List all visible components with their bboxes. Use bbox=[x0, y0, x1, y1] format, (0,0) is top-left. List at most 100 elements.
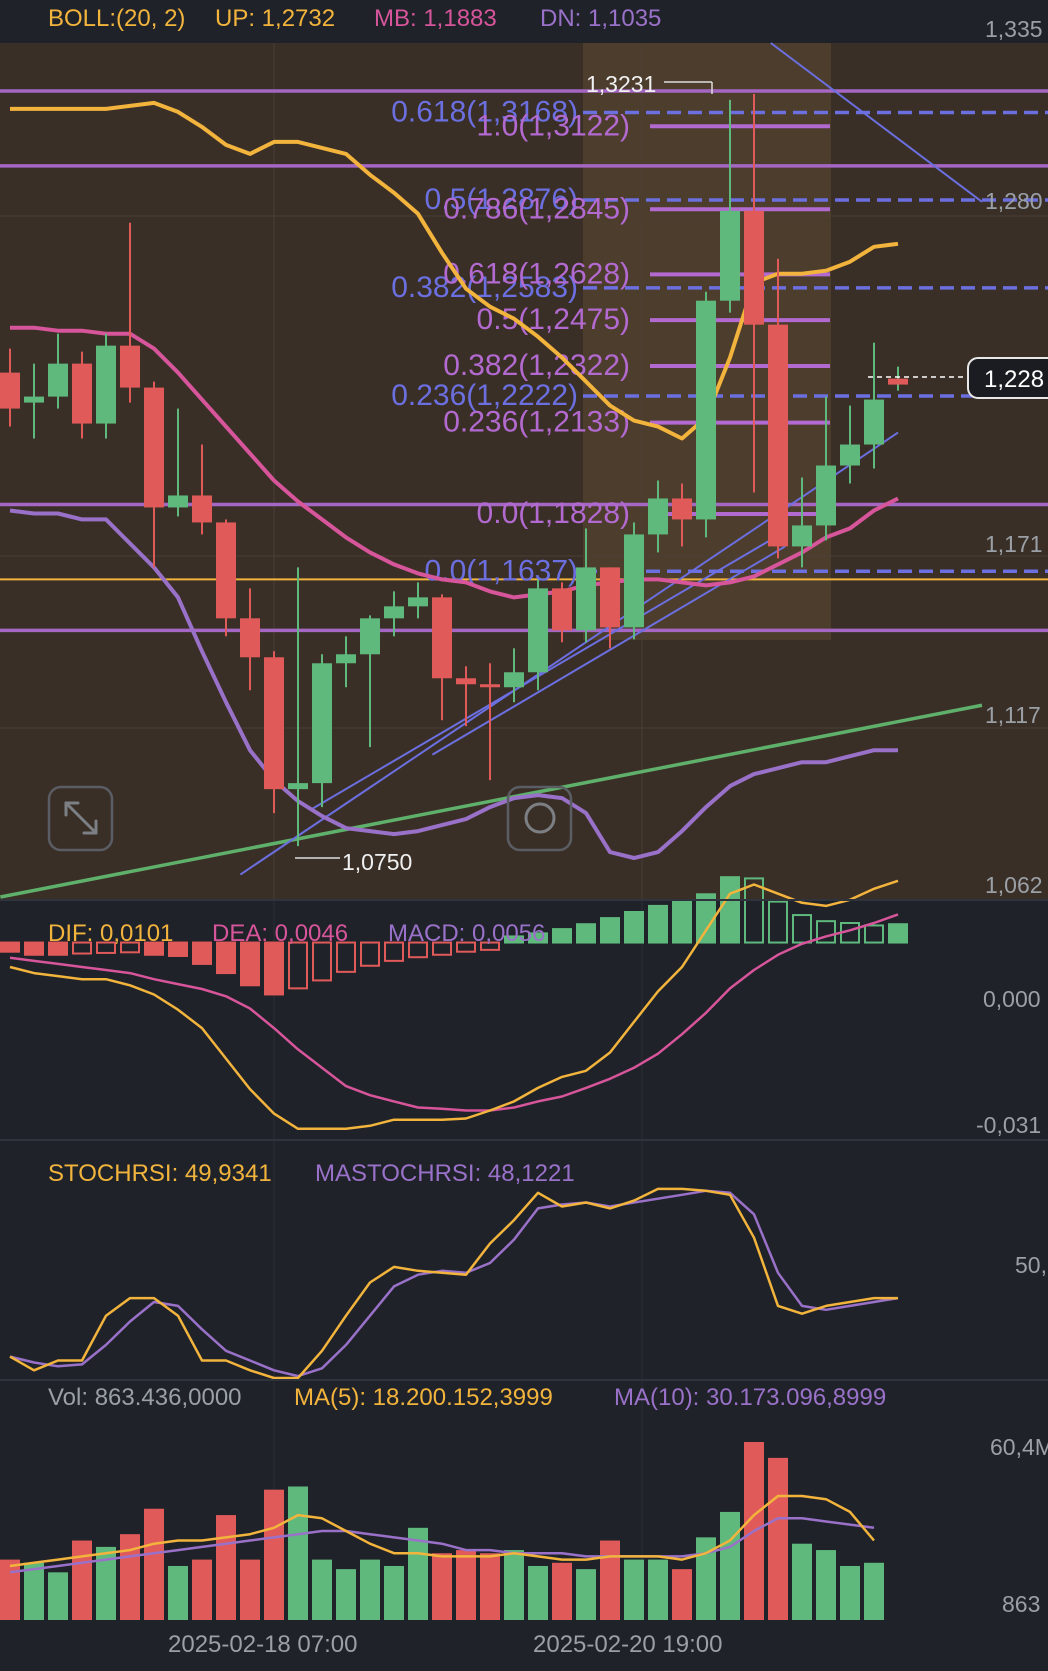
macd-histogram-bar bbox=[720, 876, 740, 944]
volume-bar bbox=[552, 1562, 572, 1620]
macd-histogram-bar bbox=[864, 924, 884, 944]
volume-bar bbox=[624, 1559, 644, 1620]
boll-mid-line bbox=[10, 325, 899, 600]
macd-histogram-bar bbox=[168, 941, 188, 957]
candle-down bbox=[144, 387, 164, 508]
blue-trendline bbox=[770, 42, 983, 203]
low-price-label: 1,0750 bbox=[342, 849, 412, 875]
fib-blue-label: 0.5(1,2876) bbox=[425, 183, 578, 216]
volume-bar bbox=[72, 1540, 92, 1620]
candle-up bbox=[48, 363, 68, 397]
fib-purple-label: 0.5(1,2475) bbox=[477, 303, 630, 336]
candle-down bbox=[600, 567, 620, 628]
candle-up bbox=[312, 663, 332, 784]
stochrsi-d-line bbox=[9, 1189, 899, 1378]
macd-dif-value: DIF: 0,0101 bbox=[48, 920, 173, 947]
volume-bar bbox=[168, 1565, 188, 1620]
volume-bar bbox=[840, 1565, 860, 1620]
candles bbox=[0, 93, 908, 847]
boll-mb-value: MB: 1,1883 bbox=[374, 5, 497, 32]
fib-purple-label: 0.0(1,1828) bbox=[477, 497, 630, 530]
stochrsi-panel bbox=[9, 1187, 899, 1380]
candle-up bbox=[624, 534, 644, 628]
candle-up bbox=[648, 498, 668, 535]
candle-up bbox=[816, 465, 836, 526]
volume-bar bbox=[336, 1569, 356, 1620]
expand-icon bbox=[64, 801, 98, 835]
macd-histogram-bar bbox=[216, 941, 236, 975]
candle-up bbox=[888, 378, 908, 385]
price-axis-label: 1,117 bbox=[985, 702, 1041, 728]
candle-down bbox=[768, 324, 788, 547]
candle-down bbox=[672, 498, 692, 520]
volume-bar bbox=[528, 1565, 548, 1620]
main-panel-background bbox=[0, 43, 1048, 900]
volume-bar bbox=[576, 1569, 596, 1620]
volume-bar bbox=[24, 1562, 44, 1620]
macd-histogram-bar bbox=[432, 941, 452, 956]
stochrsi-value: STOCHRSI: 49,9341 bbox=[48, 1160, 272, 1187]
macd-histogram-bar bbox=[288, 941, 308, 990]
candle-up bbox=[288, 783, 308, 790]
macd-panel bbox=[0, 876, 908, 1131]
macd-histogram-bar bbox=[528, 932, 548, 944]
macd-histogram-bar bbox=[504, 935, 524, 944]
candle-down bbox=[744, 210, 764, 325]
candle-down bbox=[0, 372, 20, 409]
macd-histogram-bar bbox=[552, 928, 572, 944]
volume-bar bbox=[240, 1559, 260, 1620]
candle-down bbox=[192, 495, 212, 523]
candle-up bbox=[168, 495, 188, 508]
candle-down bbox=[216, 522, 236, 619]
volume-axis-label: 60,4M bbox=[990, 1434, 1048, 1460]
candle-up bbox=[792, 525, 812, 547]
candle-up bbox=[864, 399, 884, 445]
candle-up bbox=[528, 588, 548, 673]
candle-up bbox=[336, 654, 356, 664]
volume-ma10-value: MA(10): 30.173.096,8999 bbox=[614, 1384, 886, 1411]
candle-down bbox=[456, 678, 476, 685]
boll-lower-line bbox=[9, 508, 898, 860]
high-price-label: 1,3231 bbox=[586, 71, 656, 97]
macd-histogram-bar bbox=[456, 941, 476, 953]
time-axis-label: 2025-02-20 19:00 bbox=[533, 1631, 723, 1658]
volume-bar bbox=[456, 1550, 476, 1620]
macd-histogram-bar bbox=[72, 941, 92, 955]
price-axis-label: 1,171 bbox=[985, 531, 1043, 557]
stoch-axis-label: 50, bbox=[1015, 1252, 1047, 1278]
macd-histogram-bar bbox=[408, 941, 428, 959]
macd-histogram-bar bbox=[312, 941, 332, 982]
price-axis-label: 1,280 bbox=[985, 188, 1043, 214]
fullscreen-button[interactable] bbox=[47, 785, 114, 852]
fib-purple-label: 0.382(1,2322) bbox=[443, 349, 630, 382]
volume-bar bbox=[144, 1508, 164, 1620]
macd-histogram-bar bbox=[144, 941, 164, 956]
fib-blue-label: 0.382(1,2583) bbox=[391, 271, 578, 304]
volume-bar bbox=[480, 1553, 500, 1620]
candle-down bbox=[264, 657, 284, 790]
volume-bar bbox=[816, 1550, 836, 1620]
volume-bar bbox=[768, 1457, 788, 1620]
drawing-tool-button[interactable] bbox=[506, 785, 573, 852]
fib-levels: 0.618(1,3168) 0.5(1,2876) 0.382(1,2583) 0.2… bbox=[391, 96, 1048, 587]
volume-ma5-line bbox=[9, 1494, 875, 1568]
macd-histogram-bar bbox=[192, 941, 212, 965]
candle-down bbox=[120, 345, 140, 388]
boll-label: BOLL:(20, 2) bbox=[48, 5, 185, 32]
volume-bar bbox=[696, 1537, 716, 1620]
candle-down bbox=[72, 363, 92, 424]
macd-dif-line bbox=[9, 879, 899, 1131]
fib-purple-label: 0.236(1,2133) bbox=[443, 406, 630, 439]
volume-bar bbox=[792, 1543, 812, 1620]
volume-panel bbox=[0, 1441, 884, 1620]
volume-ma10-line bbox=[9, 1517, 875, 1574]
macd-histogram-bar bbox=[384, 941, 404, 962]
price-axis-label: 1,335 bbox=[985, 16, 1043, 42]
candle-up bbox=[840, 444, 860, 466]
volume-bar bbox=[408, 1527, 428, 1620]
macd-histogram-bar bbox=[672, 899, 692, 944]
volume-bar bbox=[48, 1572, 68, 1620]
current-price-tag bbox=[967, 357, 1048, 399]
fib-blue-label: 0.236(1,2222) bbox=[391, 379, 578, 412]
